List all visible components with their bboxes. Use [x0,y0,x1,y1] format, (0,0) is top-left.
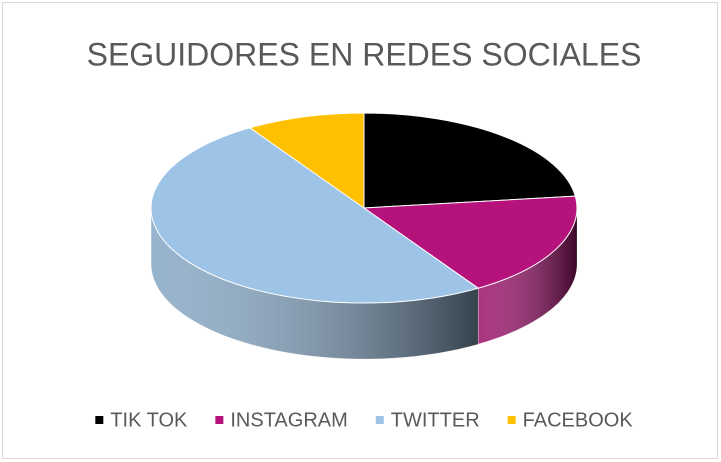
slice [150,127,480,304]
slice [363,112,576,209]
slice [362,195,578,289]
slice [248,112,365,209]
slice-side-shade [478,208,577,345]
legend-marker [95,416,104,424]
legend-marker [507,416,516,424]
legend-label: INSTAGRAM [230,409,347,431]
legend-label: TWITTER [391,409,480,431]
legend-marker [215,416,224,424]
slice-side-shade [151,208,479,359]
legend-label: FACEBOOK [523,409,634,431]
legend-marker [375,416,384,424]
legend: TIK TOK INSTAGRAM TWITTER FACEBOOK [95,409,633,431]
legend-label: TIK TOK [110,409,188,431]
chart-title: SEGUIDORES EN REDES SOCIALES [87,36,642,72]
